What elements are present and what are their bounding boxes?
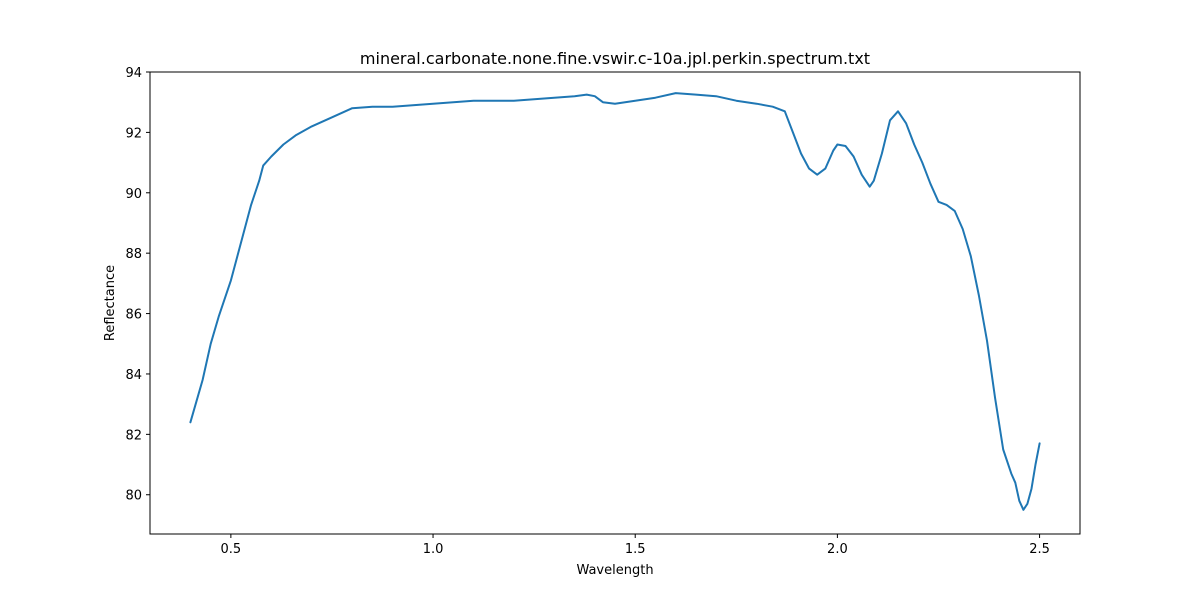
x-tick-label: 2.5 (1029, 542, 1050, 557)
y-axis-label: Reflectance (103, 265, 118, 341)
x-axis-label: Wavelength (576, 563, 653, 578)
plot-frame (149, 71, 1081, 535)
y-tick-label: 88 (125, 247, 142, 262)
x-tick-label: 0.5 (221, 542, 242, 557)
chart-title: mineral.carbonate.none.fine.vswir.c-10a.… (360, 49, 870, 68)
x-tick-label: 1.0 (423, 542, 444, 557)
y-tick-label: 86 (125, 308, 142, 323)
x-tick-label: 1.5 (625, 542, 646, 557)
y-tick-label: 80 (125, 489, 142, 504)
y-tick-label: 94 (125, 66, 142, 81)
y-tick-label: 92 (125, 126, 142, 141)
y-tick-label: 82 (125, 428, 142, 443)
x-tick-label: 2.0 (827, 542, 848, 557)
y-tick-label: 90 (125, 187, 142, 202)
y-tick-label: 84 (125, 368, 142, 383)
series-line-0 (189, 92, 1041, 511)
